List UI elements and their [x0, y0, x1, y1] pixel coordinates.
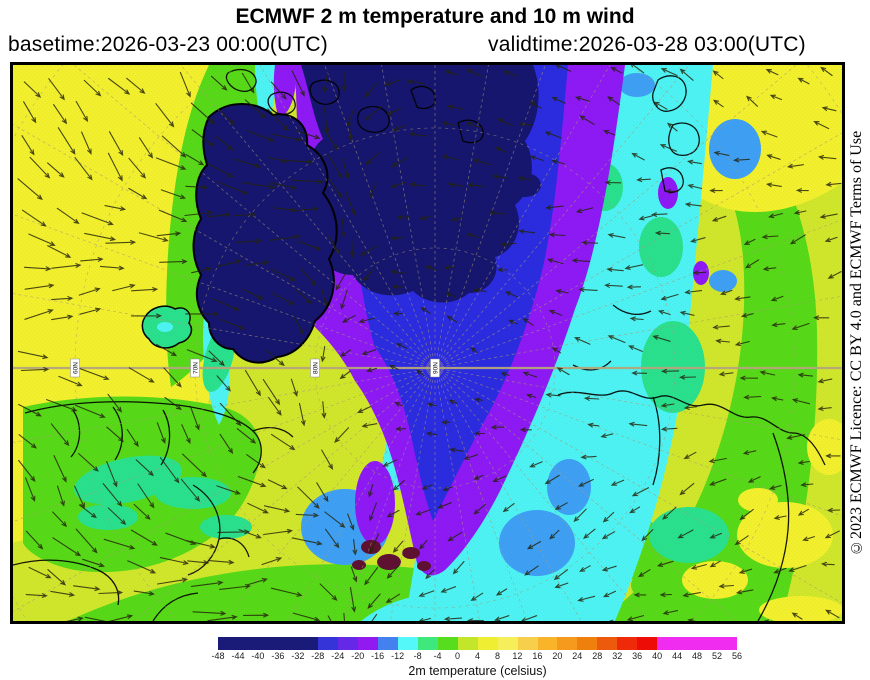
- colorbar-segment: [657, 637, 678, 650]
- colorbar-tick: -32: [291, 651, 305, 661]
- dither-texture-overlay: [13, 65, 842, 621]
- colorbar-tick: 8: [494, 651, 500, 661]
- colorbar-tick: -44: [231, 651, 245, 661]
- colorbar: [218, 637, 738, 650]
- colorbar-segment: [597, 637, 618, 650]
- colorbar-segment: [617, 637, 638, 650]
- colorbar-tick: 52: [712, 651, 723, 661]
- colorbar-tick: -28: [311, 651, 325, 661]
- colorbar-segment: [218, 637, 238, 650]
- colorbar-segment: [497, 637, 518, 650]
- colorbar-tick: 36: [632, 651, 643, 661]
- validtime-label: validtime:2026-03-28 03:00(UTC): [488, 33, 806, 56]
- colorbar-caption: 2m temperature (celsius): [408, 664, 547, 678]
- colorbar-tick: 56: [731, 651, 743, 661]
- colorbar-tick: 40: [652, 651, 663, 661]
- colorbar-tick: 12: [512, 651, 523, 661]
- colorbar-segment: [557, 637, 578, 650]
- colorbar-segment: [297, 637, 318, 650]
- colorbar-segment: [457, 637, 478, 650]
- colorbar-segment: [697, 637, 718, 650]
- colorbar-segment: [237, 637, 258, 650]
- weather-map: 60N 70N 80N 90N: [10, 62, 845, 624]
- colorbar-ticks: -48 -44 -40 -36 -32 -28 -24 -20 -16 -12 -8 -4 0 4 8 12 1…: [211, 651, 742, 663]
- colorbar-segment: [677, 637, 698, 650]
- colorbar-segment: [717, 637, 738, 650]
- colorbar-segment: [577, 637, 598, 650]
- graticule-layer: [13, 65, 842, 621]
- colorbar-segment: [637, 637, 658, 650]
- colorbar-tick: -20: [351, 651, 365, 661]
- temperature-wind-map-svg: 60N 70N 80N 90N: [13, 65, 842, 621]
- wind-arrows-layer: [17, 65, 842, 621]
- colorbar-segment: [317, 637, 338, 650]
- colorbar-tick: -16: [371, 651, 385, 661]
- colorbar-segment: [257, 637, 278, 650]
- colorbar-segment: [417, 637, 438, 650]
- colorbar-tick: -36: [271, 651, 285, 661]
- colorbar-tick: 0: [455, 651, 461, 661]
- colorbar-segment: [377, 637, 398, 650]
- colorbar-segment: [337, 637, 358, 650]
- colorbar-tick: -40: [251, 651, 265, 661]
- colorbar-tick: 28: [592, 651, 603, 661]
- colorbar-segment: [537, 637, 558, 650]
- colorbar-tick: 16: [532, 651, 543, 661]
- colorbar-tick: 4: [474, 651, 481, 661]
- colorbar-tick: -8: [413, 651, 422, 661]
- copyright-vertical-text: ©2023 ECMWF Licence: CC BY 4.0 and ECMWF…: [848, 130, 865, 556]
- colorbar-segment: [397, 637, 418, 650]
- colorbar-segment: [277, 637, 298, 650]
- colorbar-tick: 20: [552, 651, 563, 661]
- colorbar-tick: 24: [572, 651, 583, 661]
- svg-text:80N: 80N: [312, 362, 319, 374]
- colorbar-segment: [477, 637, 498, 650]
- colorbar-segment: [437, 637, 458, 650]
- page-title: ECMWF 2 m temperature and 10 m wind: [235, 5, 635, 28]
- latitude-labels: 60N 70N 80N 90N: [70, 358, 440, 378]
- colorbar-tick: -24: [331, 651, 345, 661]
- colorbar-tick: -12: [391, 651, 405, 661]
- colorbar-tick: -48: [211, 651, 225, 661]
- colorbar-tick: -4: [433, 651, 442, 661]
- colorbar-tick: 32: [612, 651, 623, 661]
- colorbar-segment: [517, 637, 538, 650]
- svg-text:70N: 70N: [192, 362, 199, 374]
- colorbar-tick: 48: [692, 651, 703, 661]
- svg-text:60N: 60N: [72, 362, 79, 374]
- svg-text:90N: 90N: [432, 362, 439, 374]
- basetime-label: basetime:2026-03-23 00:00(UTC): [8, 33, 328, 56]
- colorbar-tick: 44: [672, 651, 683, 661]
- colorbar-segment: [357, 637, 378, 650]
